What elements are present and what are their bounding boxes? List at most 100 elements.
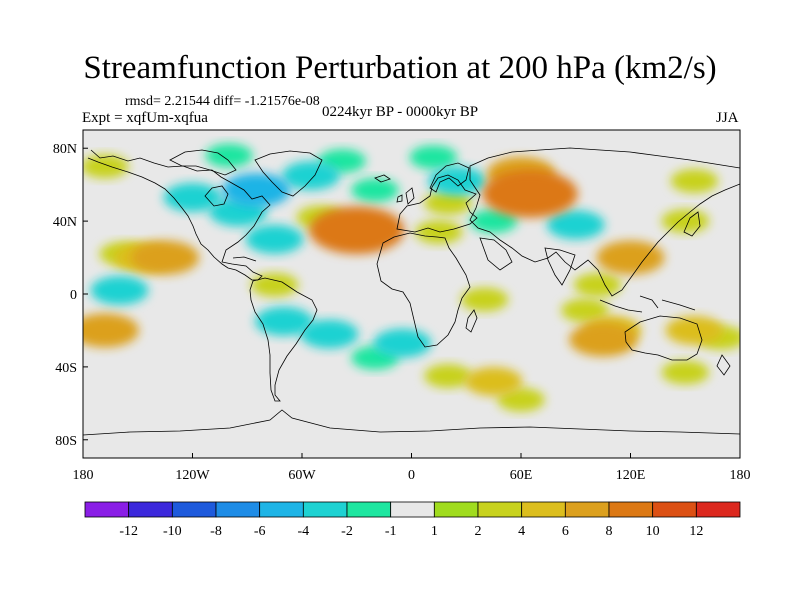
colorbar-label: 2 [475,524,482,539]
stats-line: rmsd= 2.21544 diff= -1.21576e-08 [125,94,320,109]
colorbar-label: -10 [163,524,182,539]
colorbar-swatch [564,501,610,518]
coastline-north-america [87,149,271,281]
y-tick-label: 40N [53,215,77,230]
contour-anomaly [409,145,458,170]
contour-anomaly [83,313,139,348]
contour-anomaly [424,191,472,215]
contour-anomaly [199,320,241,341]
colorbar-swatch [171,501,217,518]
colorbar-label: 6 [562,524,569,539]
coastline-cuba [232,256,257,262]
coastline-layer [83,147,740,436]
map-background [83,130,740,458]
contour-anomaly [464,367,523,396]
contour-anomaly [561,298,609,323]
colorbar-swatch [215,501,261,518]
contour-anomaly [573,273,622,297]
coastline-iceland [374,174,391,183]
contour-anomaly [500,311,542,332]
colorbar-label: 8 [606,524,613,539]
contour-anomaly [596,240,665,275]
colorbar-label: -1 [385,524,397,539]
contour-anomaly [163,183,222,212]
colorbar-label: 1 [431,524,438,539]
contour-anomaly [250,273,299,297]
coastline-south-america [249,277,318,402]
colorbar-swatch [346,501,392,518]
colorbar: -12 -10 -8 -6 -4 -2 -1 1 2 4 6 8 10 12 [84,501,741,539]
colorbar-swatch [695,501,741,518]
colorbar-label: 12 [689,524,703,539]
x-tick-label: 180 [730,468,751,483]
colorbar-swatch [477,501,523,518]
contour-anomaly [373,328,432,358]
contour-anomaly [482,170,578,218]
y-tick-label: 0 [70,288,77,303]
colorbar-swatch [84,501,130,518]
colorbar-swatch [521,501,566,518]
colorbar-swatch [608,501,654,518]
y-tick-label: 80S [55,434,77,449]
coastline-africa [376,232,471,348]
contour-anomaly [300,319,359,349]
season-label: JJA [716,110,739,126]
coastline-new-zealand [716,354,731,376]
colorbar-swatch [652,501,697,518]
colorbar-label: -2 [341,524,353,539]
coastline-india [544,247,576,286]
coastline-europe [396,174,478,233]
contour-anomaly [670,169,719,193]
coastline-madagascar [465,309,478,333]
contour-anomaly [460,287,509,312]
colorbar-label: 10 [646,524,660,539]
colorbar-label: -12 [119,524,138,539]
contour-anomaly [190,396,232,418]
contour-anomaly [254,306,313,336]
contour-anomaly [665,316,724,345]
coastline-arabia [479,237,513,271]
contour-anomaly [131,240,200,275]
contour-anomaly [90,276,149,305]
y-tick-label: 40S [55,361,77,376]
contour-anomaly [290,393,332,414]
colorbar-swatch [128,501,173,518]
experiment-line: Expt = xqfUm-xqfua [82,110,208,126]
coastline-antarctica [83,409,740,436]
coastline-hudson-bay [204,185,229,207]
y-axis: 80N 40N 0 40S 80S [53,142,88,449]
contour-anomaly [424,364,472,388]
contour-anomaly [569,322,638,357]
x-tick-label: 120E [616,468,646,483]
contour-anomaly [205,143,253,168]
contour-anomaly [351,178,399,203]
coastline-arctic-islands [169,149,237,176]
colorbar-label: -6 [254,524,266,539]
contour-anomaly [564,356,606,378]
contour-anomaly [222,173,291,208]
contour-anomaly [245,224,304,254]
contour-anomaly [497,387,545,412]
coastline-indonesia [599,295,696,313]
contour-anomaly [546,210,605,240]
contour-anomaly [661,360,710,385]
x-tick-label: 60W [288,468,316,483]
contour-fill-layer [83,143,740,418]
colorbar-swatch [433,501,479,518]
contour-anomaly [226,384,268,405]
colorbar-swatch [390,501,435,518]
colorbar-swatch [302,501,348,518]
x-tick-label: 120W [175,468,210,483]
colorbar-label: -4 [297,524,309,539]
contour-anomaly [282,161,340,191]
contour-anomaly [309,206,405,254]
x-tick-label: 180 [73,468,94,483]
coastline-asia [469,147,740,297]
chart-title: Streamfunction Perturbation at 200 hPa (… [83,50,717,86]
colorbar-label: 4 [518,524,525,539]
coastline-australia [624,315,703,361]
coastline-british-isles [396,187,415,205]
colorbar-swatch [259,501,304,518]
coastline-scandinavia [429,162,470,193]
